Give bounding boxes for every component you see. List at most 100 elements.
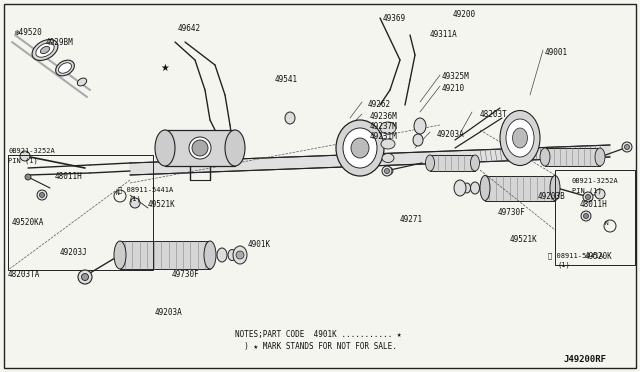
Circle shape (37, 190, 47, 200)
Text: 49520K: 49520K (585, 252, 612, 261)
Circle shape (584, 214, 589, 218)
Ellipse shape (383, 167, 393, 175)
Ellipse shape (454, 180, 466, 196)
Text: 48203T: 48203T (480, 110, 508, 119)
Ellipse shape (513, 128, 527, 148)
Ellipse shape (336, 120, 384, 176)
Text: 49325M: 49325M (442, 72, 470, 81)
Text: PIN (1): PIN (1) (8, 157, 38, 164)
Text: 49271: 49271 (400, 215, 423, 224)
Text: (1): (1) (128, 195, 141, 202)
Circle shape (130, 198, 140, 208)
Text: ★: ★ (161, 63, 170, 73)
Text: 49203A: 49203A (437, 130, 465, 139)
Text: 48011H: 48011H (55, 172, 83, 181)
Text: 49001: 49001 (545, 48, 568, 57)
Text: 49311A: 49311A (430, 30, 458, 39)
Circle shape (583, 192, 593, 202)
Ellipse shape (413, 134, 423, 146)
Circle shape (236, 251, 244, 259)
Circle shape (20, 151, 30, 161)
Text: 49262: 49262 (368, 100, 391, 109)
Ellipse shape (228, 250, 236, 260)
Circle shape (581, 211, 591, 221)
Text: 49520KA: 49520KA (12, 218, 44, 227)
Ellipse shape (58, 63, 72, 73)
Ellipse shape (155, 130, 175, 166)
Bar (555, 170, 635, 265)
Text: 0B921-3252A: 0B921-3252A (572, 178, 619, 184)
Bar (120, 241, 210, 269)
Ellipse shape (463, 183, 470, 193)
Text: ) ★ MARK STANDS FOR NOT FOR SALE.: ) ★ MARK STANDS FOR NOT FOR SALE. (235, 342, 397, 351)
Circle shape (385, 169, 390, 173)
Ellipse shape (540, 148, 550, 166)
Text: 48011H: 48011H (580, 200, 608, 209)
Text: 49231M: 49231M (370, 132, 397, 141)
Ellipse shape (470, 155, 479, 171)
Ellipse shape (381, 139, 395, 149)
Bar (485, 176, 555, 201)
Ellipse shape (225, 130, 245, 166)
Text: N: N (115, 190, 119, 196)
Text: ⓝ 08911-5441A: ⓝ 08911-5441A (548, 252, 604, 259)
Ellipse shape (56, 60, 74, 76)
Text: 49369: 49369 (383, 14, 406, 23)
Circle shape (78, 270, 92, 284)
Text: 4901K: 4901K (248, 240, 271, 249)
Text: 49521K: 49521K (148, 200, 176, 209)
Text: J49200RF: J49200RF (564, 355, 607, 364)
Circle shape (622, 142, 632, 152)
Ellipse shape (77, 78, 86, 86)
Ellipse shape (204, 241, 216, 269)
Text: 4929BM: 4929BM (46, 38, 74, 47)
Circle shape (586, 195, 591, 199)
Polygon shape (130, 145, 610, 175)
Text: 0B921-3252A: 0B921-3252A (8, 148, 55, 154)
Ellipse shape (343, 128, 377, 168)
Ellipse shape (414, 118, 426, 134)
Text: 49210: 49210 (442, 84, 465, 93)
Text: ❆49520: ❆49520 (15, 28, 43, 37)
Ellipse shape (506, 119, 534, 157)
Circle shape (595, 189, 605, 199)
Ellipse shape (351, 138, 369, 158)
Ellipse shape (380, 122, 396, 134)
Ellipse shape (500, 110, 540, 166)
Circle shape (25, 174, 31, 180)
Ellipse shape (382, 154, 394, 163)
Ellipse shape (189, 137, 211, 159)
Text: NOTES;PART CODE  4901K ........... ★: NOTES;PART CODE 4901K ........... ★ (235, 330, 401, 339)
Text: 49236M: 49236M (370, 112, 397, 121)
Ellipse shape (426, 155, 435, 171)
Bar (8, 155, 153, 270)
Text: 48203TA: 48203TA (8, 270, 40, 279)
Text: 49642: 49642 (178, 24, 201, 33)
Circle shape (625, 144, 630, 150)
Text: 49730F: 49730F (498, 208, 525, 217)
Text: 49730F: 49730F (172, 270, 200, 279)
Circle shape (40, 192, 45, 198)
Ellipse shape (217, 248, 227, 262)
Bar (430, 155, 475, 171)
Ellipse shape (32, 39, 58, 61)
Bar (545, 148, 600, 166)
Circle shape (81, 273, 88, 280)
Text: 49203J: 49203J (60, 248, 88, 257)
Ellipse shape (550, 176, 560, 201)
Text: N: N (605, 221, 609, 225)
Ellipse shape (470, 182, 479, 194)
Circle shape (192, 140, 208, 156)
Ellipse shape (40, 46, 49, 54)
Ellipse shape (285, 112, 295, 124)
Text: 49237M: 49237M (370, 122, 397, 131)
Circle shape (382, 166, 392, 176)
Ellipse shape (233, 246, 247, 264)
Text: 49203B: 49203B (538, 192, 566, 201)
Text: 49521K: 49521K (510, 235, 538, 244)
Text: ⓝ 08911-5441A: ⓝ 08911-5441A (118, 186, 173, 193)
Ellipse shape (595, 148, 605, 166)
Ellipse shape (36, 43, 54, 57)
Text: PIN (1): PIN (1) (572, 187, 602, 193)
Ellipse shape (114, 241, 126, 269)
